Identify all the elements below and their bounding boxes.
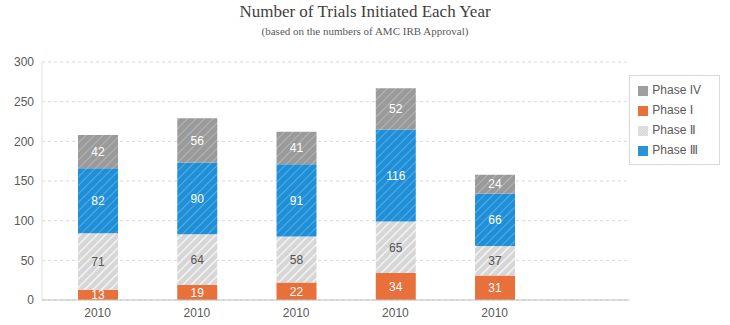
svg-text:58: 58 bbox=[290, 253, 304, 267]
svg-text:91: 91 bbox=[290, 194, 304, 208]
svg-text:42: 42 bbox=[91, 145, 105, 159]
svg-text:150: 150 bbox=[14, 174, 34, 188]
svg-text:200: 200 bbox=[14, 135, 34, 149]
svg-text:50: 50 bbox=[21, 254, 35, 268]
svg-text:65: 65 bbox=[389, 241, 403, 255]
svg-text:64: 64 bbox=[191, 253, 205, 267]
svg-text:22: 22 bbox=[290, 285, 304, 299]
svg-text:2010: 2010 bbox=[184, 306, 211, 320]
svg-text:52: 52 bbox=[389, 102, 403, 116]
svg-text:19: 19 bbox=[191, 286, 205, 300]
svg-text:41: 41 bbox=[290, 141, 304, 155]
html-text:Phase Ⅰ: Phase Ⅰ bbox=[652, 103, 694, 117]
svg-text:2010: 2010 bbox=[283, 306, 310, 320]
html-text:(based on the numbers of AMC I: (based on the numbers of AMC IRB Approva… bbox=[261, 25, 469, 37]
html-text:Number of Trials Initiated Eac: Number of Trials Initiated Each Year bbox=[239, 2, 491, 21]
svg-text:116: 116 bbox=[386, 169, 405, 183]
svg-text:13: 13 bbox=[91, 288, 105, 302]
svg-text:250: 250 bbox=[14, 95, 34, 109]
svg-text:2010: 2010 bbox=[481, 306, 508, 320]
svg-text:100: 100 bbox=[14, 214, 34, 228]
svg-text:56: 56 bbox=[191, 134, 205, 148]
svg-text:71: 71 bbox=[91, 255, 105, 269]
svg-text:2010: 2010 bbox=[84, 306, 111, 320]
svg-text:31: 31 bbox=[488, 281, 502, 295]
html-text:Phase Ⅲ: Phase Ⅲ bbox=[652, 143, 698, 157]
html-text:Phase Ⅱ: Phase Ⅱ bbox=[652, 123, 696, 137]
svg-text:24: 24 bbox=[488, 177, 502, 191]
svg-text:0: 0 bbox=[27, 293, 34, 307]
html-text:Phase IV: Phase IV bbox=[652, 83, 701, 97]
svg-text:90: 90 bbox=[191, 192, 205, 206]
svg-text:37: 37 bbox=[488, 254, 502, 268]
svg-text:66: 66 bbox=[488, 213, 502, 227]
svg-text:34: 34 bbox=[389, 280, 403, 294]
svg-text:2010: 2010 bbox=[382, 306, 409, 320]
svg-text:82: 82 bbox=[91, 194, 105, 208]
svg-text:300: 300 bbox=[14, 55, 34, 69]
